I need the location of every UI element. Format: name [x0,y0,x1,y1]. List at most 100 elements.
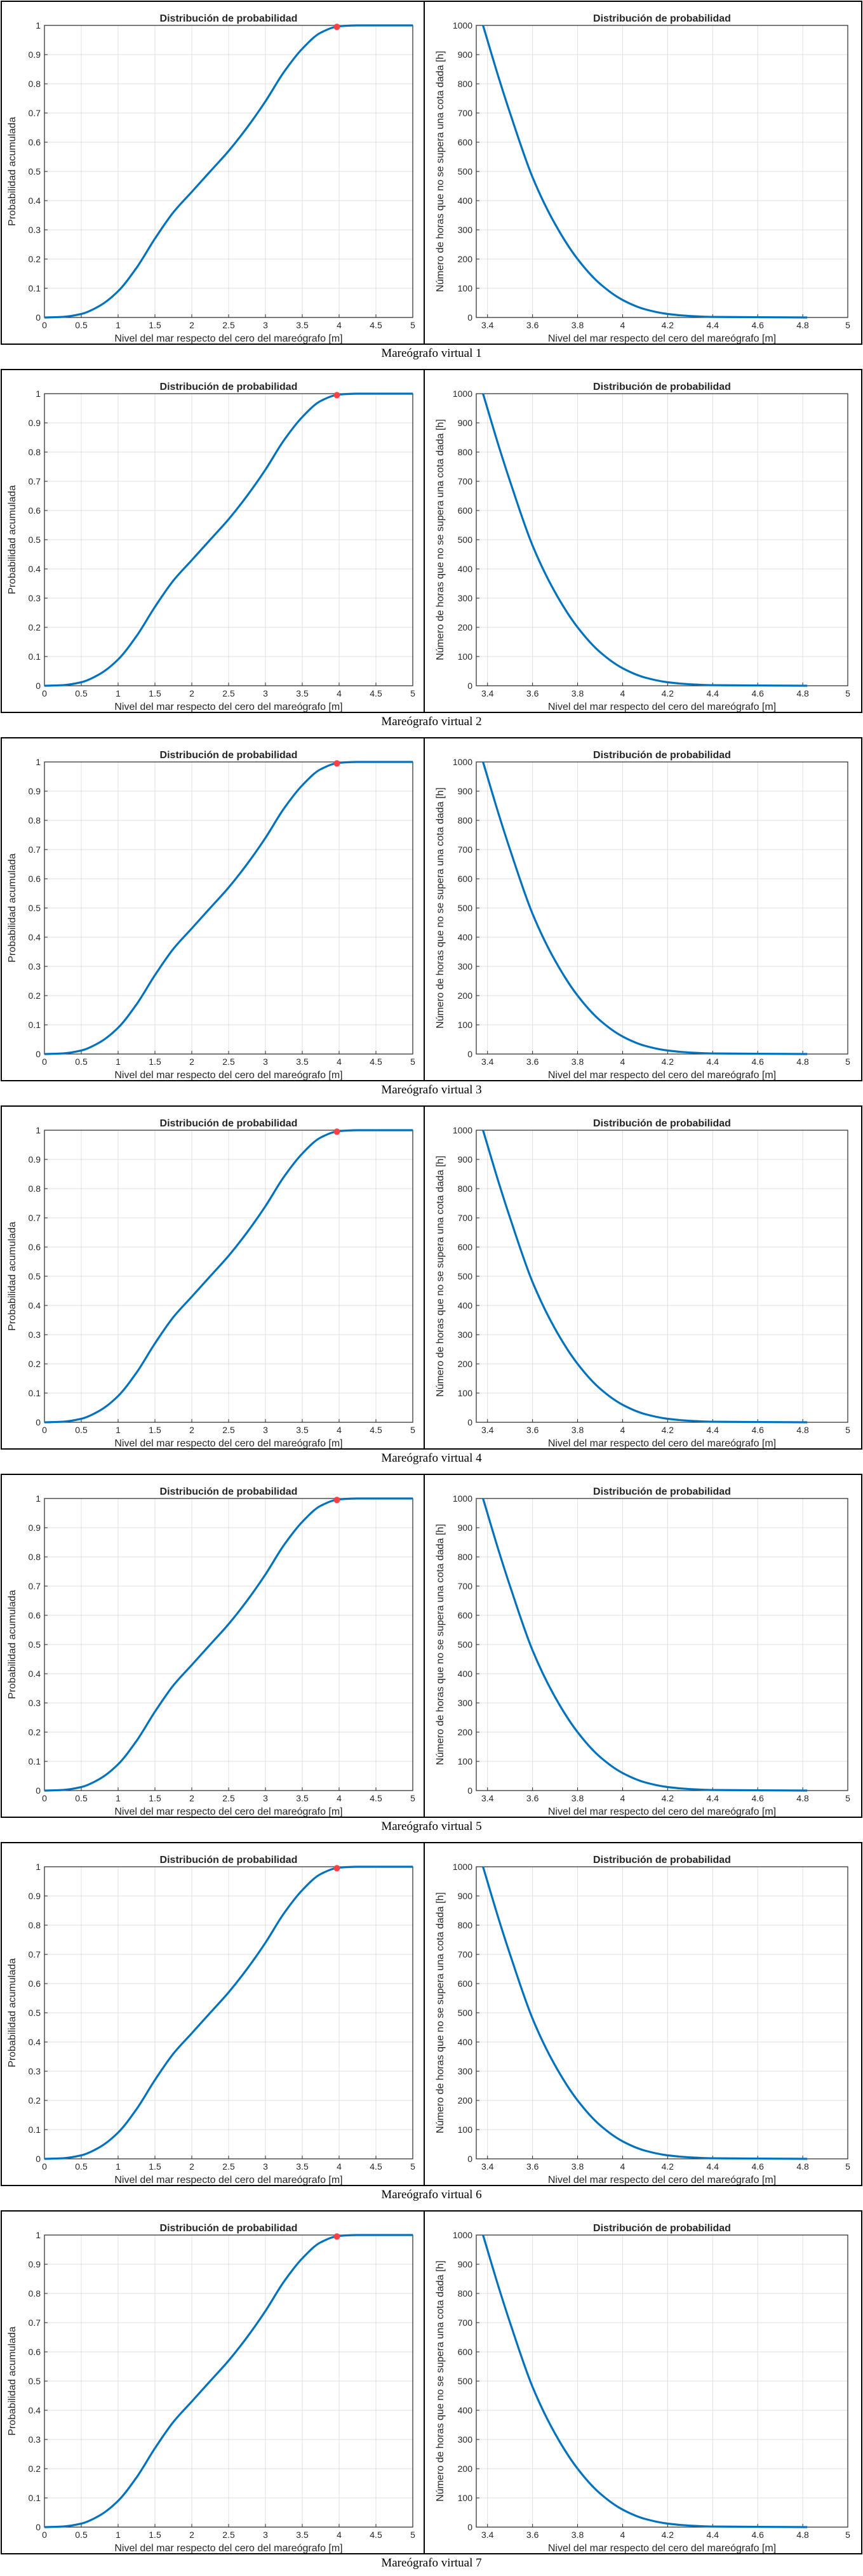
data-point [136,2477,137,2478]
panel-7: 0 0.5 1 1.5 2 2.5 3 3.5 4 4.5 5 0 0.1 0.2 0.3 0.4 0.5 0.6… [1,2210,862,2570]
y-tick-label: 200 [458,254,473,264]
y-tick-label: 0.8 [29,1552,41,1562]
panel-4: 0 0.5 1 1.5 2 2.5 3 3.5 4 4.5 5 0 0.1 0.2 0.3 0.4 0.5 0.6… [1,1105,862,1465]
y-tick-label: 0 [467,681,472,691]
y-tick-label: 400 [458,932,473,942]
y-tick-label: 100 [458,1756,473,1766]
x-tick-label: 4 [620,2161,626,2172]
y-tick-label: 1000 [453,20,472,30]
data-point [154,1711,155,1712]
y-tick-label: 900 [458,50,473,60]
chart-title: Distribución de probabilidad [593,2223,731,2234]
data-point [510,2322,511,2323]
x-tick-label: 4.8 [796,688,809,698]
y-tick-label: 200 [458,2464,473,2474]
data-point [577,1363,578,1364]
y-tick-label: 0.3 [29,2434,41,2445]
x-tick-label: 5 [410,688,415,698]
x-tick-label: 4.6 [751,2530,764,2540]
y-tick-label: 1 [36,20,41,30]
series-line [482,1130,808,1424]
x-tick-label: 0 [42,2530,47,2540]
data-point [136,1740,137,1741]
x-tick-label: 2 [189,688,194,698]
y-tick-label: 1 [36,1125,41,1135]
y-tick-label: 300 [458,961,473,971]
x-tick-label: 0.5 [75,1425,88,1435]
data-point [246,127,247,128]
x-tick-label: 3.4 [481,1057,494,1067]
y-tick-label: 400 [458,1669,473,1679]
series-line [482,761,808,1055]
data-point [712,1789,713,1790]
data-point [577,2468,578,2469]
panel-5: 0 0.5 1 1.5 2 2.5 3 3.5 4 4.5 5 0 0.1 0.2 0.3 0.4 0.5 0.6… [1,1474,862,1833]
chart-title: Distribución de probabilidad [593,382,731,392]
series-line [482,2234,808,2528]
x-tick-label: 4 [620,1793,626,1803]
y-tick-label: 600 [458,2347,473,2357]
x-tick-label: 4.8 [796,2161,809,2172]
data-point [412,2234,413,2235]
x-tick-label: 3.6 [526,2530,539,2540]
panel-caption: Mareógrafo virtual 1 [381,347,481,360]
x-tick-label: 3.5 [296,1057,309,1067]
x-tick-label: 3 [263,2161,268,2172]
x-tick-label: 1.5 [149,1793,161,1803]
x-tick-label: 4.4 [707,1057,719,1067]
data-point [228,150,229,151]
highlight-marker [333,1865,340,1872]
y-tick-label: 200 [458,991,473,1001]
x-tick-label: 2 [189,1057,194,1067]
x-tick-label: 5 [845,1793,850,1803]
y-tick-label: 100 [458,1388,473,1398]
y-tick-label: 700 [458,1949,473,1959]
x-tick-label: 0 [42,1793,47,1803]
x-tick-label: 0.5 [75,2530,88,2540]
x-tick-label: 3 [263,2530,268,2540]
x-tick-label: 3.6 [526,320,539,330]
chart-title: Distribución de probabilidad [593,1486,731,1497]
data-point [62,1421,63,1422]
y-tick-label: 1 [36,1493,41,1504]
x-tick-label: 2.5 [222,688,235,698]
data-point [532,177,533,178]
y-axis-label: Probabilidad acumulada [7,1590,18,1699]
y-tick-label: 0.1 [29,651,41,662]
data-point [99,1410,100,1411]
series-line [482,393,808,687]
x-axis-label: Nivel del mar respecto del cero del mare… [114,1438,342,1449]
y-tick-label: 0.6 [29,505,41,516]
chart-title: Distribución de probabilidad [593,1118,731,1129]
x-tick-label: 2.5 [222,1793,235,1803]
y-tick-label: 1000 [453,1125,472,1135]
right-chart: 3.4 3.6 3.8 4 4.2 4.4 4.6 4.8 5 0 100 200 300 400 500 6… [435,2223,850,2554]
y-tick-label: 0.6 [29,1610,41,1620]
data-point [807,1053,808,1054]
x-tick-label: 3 [263,688,268,698]
y-axis-label: Probabilidad acumulada [7,1222,18,1331]
x-tick-label: 3.8 [572,2161,584,2172]
data-point [320,32,321,33]
x-tick-label: 2.5 [222,1425,235,1435]
y-tick-label: 800 [458,1184,473,1194]
highlight-marker [333,23,340,30]
x-tick-label: 1.5 [149,1057,161,1067]
y-axis-label: Probabilidad acumulada [7,1958,18,2067]
y-tick-label: 600 [458,1979,473,1989]
data-point [154,606,155,607]
x-tick-label: 2.5 [222,1057,235,1067]
x-tick-label: 4.5 [370,2161,382,2172]
x-axis-label: Nivel del mar respecto del cero del mare… [548,1438,776,1449]
x-tick-label: 4.5 [370,320,382,330]
x-tick-label: 3.6 [526,688,539,698]
y-tick-label: 1 [36,389,41,399]
y-tick-label: 500 [458,1639,473,1650]
x-tick-label: 3.4 [481,1425,494,1435]
data-point [154,238,155,239]
x-tick-label: 4.2 [662,2161,674,2172]
data-point [667,1418,668,1419]
data-point [412,393,413,394]
y-tick-label: 0 [467,2522,472,2532]
x-tick-label: 4.8 [796,1425,809,1435]
